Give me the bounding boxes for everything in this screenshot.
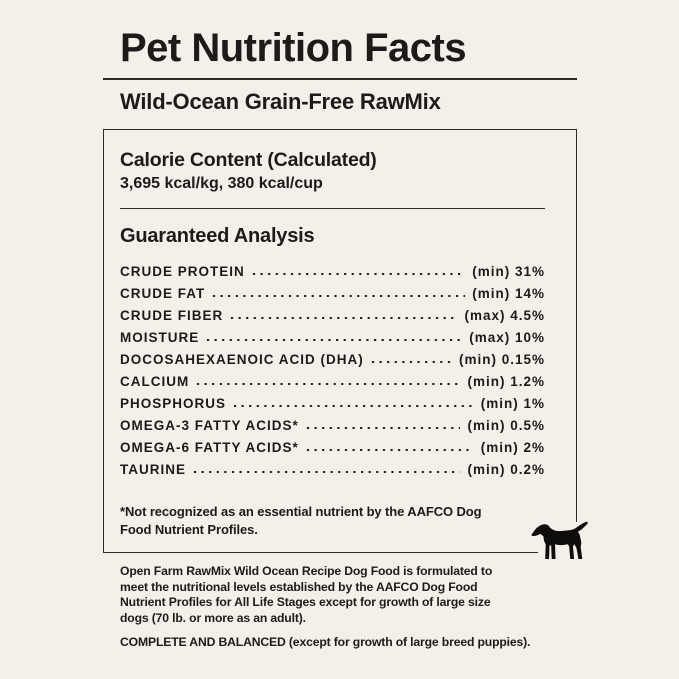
dot-leader (233, 404, 474, 408)
nutrient-value: (min) 2% (480, 440, 545, 455)
dot-leader (196, 382, 461, 386)
dog-silhouette-icon (531, 521, 588, 559)
dot-leader (305, 426, 461, 430)
statement-line: meet the nutritional levels established … (120, 579, 478, 594)
dot-leader (230, 316, 458, 320)
analysis-row: MOISTURE (max) 10% (120, 323, 545, 345)
label-title: Pet Nutrition Facts (120, 26, 467, 70)
nutrient-value: (min) 14% (472, 286, 545, 301)
dot-leader (370, 360, 452, 364)
nutrient-name: TAURINE (120, 462, 186, 477)
analysis-row: PHOSPHORUS (min) 1% (120, 389, 545, 411)
dot-leader (193, 470, 461, 474)
nutrient-value: (max) 4.5% (464, 308, 545, 323)
dot-leader (212, 294, 466, 298)
nutrient-name: CALCIUM (120, 374, 190, 389)
dot-leader (206, 338, 463, 342)
nutrient-value: (min) 0.2% (467, 462, 545, 477)
nutrient-name: MOISTURE (120, 330, 200, 345)
aafco-statement: Open Farm RawMix Wild Ocean Recipe Dog F… (120, 564, 577, 626)
nutrient-value: (min) 31% (472, 264, 545, 279)
footnote-line: *Not recognized as an essential nutrient… (120, 504, 482, 519)
product-name: Wild-Ocean Grain-Free RawMix (120, 89, 441, 114)
analysis-footnote: *Not recognized as an essential nutrient… (120, 503, 545, 538)
nutrient-name: CRUDE FIBER (120, 308, 224, 323)
analysis-row: OMEGA-6 FATTY ACIDS* (min) 2% (120, 433, 545, 455)
calorie-heading: Calorie Content (Calculated) (120, 149, 377, 171)
analysis-row: DOCOSAHEXAENOIC ACID (DHA) (min) 0.15% (120, 345, 545, 367)
analysis-row: CRUDE FIBER (max) 4.5% (120, 301, 545, 323)
nutrient-name: CRUDE FAT (120, 286, 206, 301)
nutrient-value: (min) 0.5% (467, 418, 545, 433)
analysis-row: OMEGA-3 FATTY ACIDS* (min) 0.5% (120, 411, 545, 433)
nutrient-name: OMEGA-6 FATTY ACIDS* (120, 440, 299, 455)
calorie-value: 3,695 kcal/kg, 380 kcal/cup (120, 175, 323, 192)
dot-leader (305, 448, 474, 452)
nutrient-name: PHOSPHORUS (120, 396, 227, 411)
analysis-table: CRUDE PROTEIN (min) 31% CRUDE FAT (min) … (120, 257, 545, 477)
nutrient-name: CRUDE PROTEIN (120, 264, 245, 279)
nutrition-panel: Calorie Content (Calculated) 3,695 kcal/… (103, 129, 577, 553)
analysis-heading: Guaranteed Analysis (120, 225, 315, 247)
analysis-row: TAURINE (min) 0.2% (120, 455, 545, 477)
statement-line: Nutrient Profiles for All Life Stages ex… (120, 595, 491, 610)
nutrient-value: (min) 1% (480, 396, 545, 411)
nutrient-value: (max) 10% (469, 330, 545, 345)
panel-divider (120, 208, 545, 209)
footnote-line: Food Nutrient Profiles. (120, 521, 258, 537)
label-content: Pet Nutrition Facts Wild-Ocean Grain-Fre… (103, 0, 577, 649)
analysis-row: CALCIUM (min) 1.2% (120, 367, 545, 389)
label-footer: Open Farm RawMix Wild Ocean Recipe Dog F… (120, 564, 577, 649)
nutrient-value: (min) 1.2% (467, 374, 545, 389)
complete-balanced-statement: COMPLETE AND BALANCED (except for growth… (120, 635, 531, 650)
analysis-row: CRUDE PROTEIN (min) 31% (120, 257, 545, 279)
analysis-row: CRUDE FAT (min) 14% (120, 279, 545, 301)
nutrient-name: OMEGA-3 FATTY ACIDS* (120, 418, 299, 433)
statement-line: Open Farm RawMix Wild Ocean Recipe Dog F… (120, 564, 493, 578)
statement-line: dogs (70 lb. or more as an adult). (120, 610, 306, 625)
nutrient-name: DOCOSAHEXAENOIC ACID (DHA) (120, 352, 364, 367)
nutrient-value: (min) 0.15% (458, 352, 545, 367)
dot-leader (251, 272, 466, 276)
title-divider (103, 78, 577, 80)
